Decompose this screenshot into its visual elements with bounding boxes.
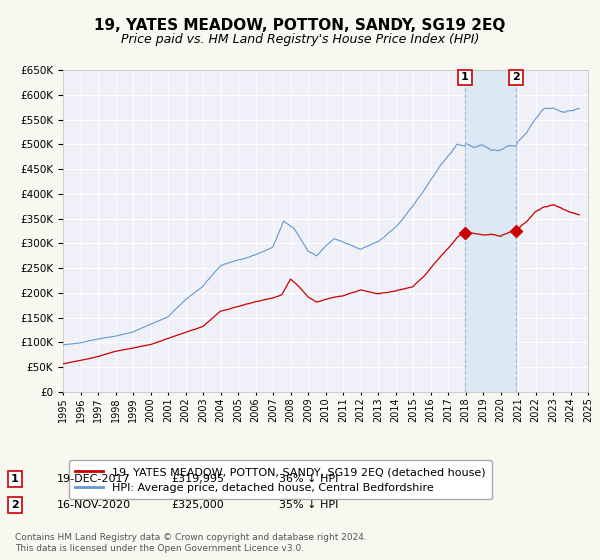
- Text: Price paid vs. HM Land Registry's House Price Index (HPI): Price paid vs. HM Land Registry's House …: [121, 32, 479, 46]
- Text: £319,995: £319,995: [171, 474, 224, 484]
- Text: 1: 1: [461, 72, 469, 82]
- Text: 19, YATES MEADOW, POTTON, SANDY, SG19 2EQ: 19, YATES MEADOW, POTTON, SANDY, SG19 2E…: [94, 18, 506, 32]
- Text: 2: 2: [11, 500, 19, 510]
- Text: 36% ↓ HPI: 36% ↓ HPI: [279, 474, 338, 484]
- Legend: 19, YATES MEADOW, POTTON, SANDY, SG19 2EQ (detached house), HPI: Average price, : 19, YATES MEADOW, POTTON, SANDY, SG19 2E…: [68, 460, 492, 499]
- Text: Contains HM Land Registry data © Crown copyright and database right 2024.
This d: Contains HM Land Registry data © Crown c…: [15, 534, 367, 553]
- Text: 1: 1: [11, 474, 19, 484]
- Text: 2: 2: [512, 72, 520, 82]
- Text: 35% ↓ HPI: 35% ↓ HPI: [279, 500, 338, 510]
- Text: 19-DEC-2017: 19-DEC-2017: [57, 474, 131, 484]
- Text: 16-NOV-2020: 16-NOV-2020: [57, 500, 131, 510]
- Text: £325,000: £325,000: [171, 500, 224, 510]
- Bar: [465, 70, 516, 392]
